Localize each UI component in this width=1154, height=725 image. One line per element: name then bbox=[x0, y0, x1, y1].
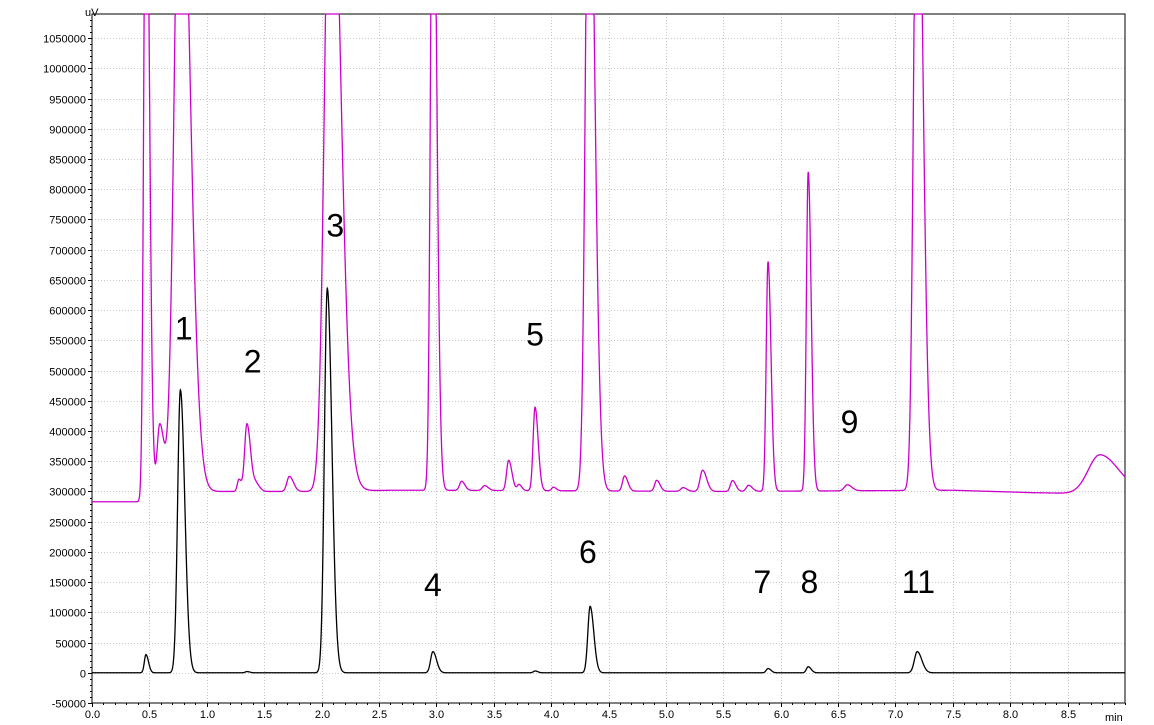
peak-label: 4 bbox=[424, 567, 442, 603]
x-tick-label: 0.5 bbox=[142, 709, 157, 721]
y-tick-label: 1050000 bbox=[43, 34, 86, 46]
y-tick-label: 50000 bbox=[55, 639, 86, 651]
y-tick-label: 550000 bbox=[49, 336, 86, 348]
y-axis-unit: uV bbox=[85, 7, 99, 19]
x-tick-label: 3.5 bbox=[487, 709, 502, 721]
x-tick-label: 6.0 bbox=[774, 709, 789, 721]
y-tick-label: 0 bbox=[80, 669, 86, 681]
peak-label: 2 bbox=[244, 344, 262, 380]
x-tick-label: 6.5 bbox=[831, 709, 846, 721]
x-tick-label: 1.5 bbox=[257, 709, 272, 721]
y-tick-label: 300000 bbox=[49, 487, 86, 499]
peak-label: 1 bbox=[175, 310, 193, 346]
axes bbox=[91, 13, 1126, 704]
y-tick-label: 200000 bbox=[49, 548, 86, 560]
x-axis-ticks: 0.0 0.5 1.0 1.5 2.0 2.5 3.0 3.5 4.0 4.5 5.0 5.5 6.0 6… bbox=[85, 703, 1126, 721]
y-tick-label: 350000 bbox=[49, 457, 86, 469]
x-tick-label: 5.5 bbox=[716, 709, 731, 721]
x-tick-label: 2.5 bbox=[372, 709, 387, 721]
x-tick-label: 7.0 bbox=[888, 709, 903, 721]
y-tick-label: 250000 bbox=[49, 518, 86, 530]
y-tick-label: 900000 bbox=[49, 125, 86, 137]
y-tick-label: 100000 bbox=[49, 608, 86, 620]
y-tick-label: 400000 bbox=[49, 427, 86, 439]
x-axis-unit: min bbox=[1105, 712, 1123, 724]
traces bbox=[92, 13, 1126, 674]
peak-label: 8 bbox=[800, 564, 818, 600]
y-tick-label: -50000 bbox=[52, 699, 86, 711]
y-tick-label: 450000 bbox=[49, 397, 86, 409]
y-tick-label: 600000 bbox=[49, 306, 86, 318]
peak-label: 6 bbox=[579, 534, 597, 570]
y-tick-label: 950000 bbox=[49, 95, 86, 107]
peak-label: 11 bbox=[902, 564, 935, 600]
y-tick-label: 850000 bbox=[49, 155, 86, 167]
trace-line-2 bbox=[92, 286, 1125, 674]
x-tick-label: 8.0 bbox=[1003, 709, 1018, 721]
peak-label: 7 bbox=[753, 564, 771, 600]
y-tick-label: 500000 bbox=[49, 367, 86, 379]
y-tick-label: 650000 bbox=[49, 276, 86, 288]
peak-label: 9 bbox=[841, 404, 859, 440]
y-tick-label: 150000 bbox=[49, 578, 86, 590]
x-tick-label: 3.0 bbox=[429, 709, 444, 721]
x-tick-label: 7.5 bbox=[946, 709, 961, 721]
grid bbox=[92, 14, 1125, 703]
x-tick-label: 5.0 bbox=[659, 709, 674, 721]
y-axis-ticks: 1050000100000095000090000085000080000075… bbox=[43, 20, 92, 711]
trace-line-1 bbox=[92, 13, 1126, 503]
y-tick-label: 750000 bbox=[49, 215, 86, 227]
peak-label: 5 bbox=[526, 316, 544, 352]
x-tick-label: 4.5 bbox=[602, 709, 617, 721]
x-tick-label: 0.0 bbox=[85, 709, 100, 721]
x-tick-label: 1.0 bbox=[200, 709, 215, 721]
y-tick-label: 700000 bbox=[49, 246, 86, 258]
y-tick-label: 800000 bbox=[49, 185, 86, 197]
peak-annotations: 1 2 3 4 5 6 7 8 9 11 bbox=[175, 208, 935, 604]
plot-frame bbox=[91, 13, 1126, 704]
x-tick-label: 8.5 bbox=[1061, 709, 1076, 721]
peak-label: 3 bbox=[326, 208, 344, 244]
y-tick-label: 1000000 bbox=[43, 64, 86, 76]
x-tick-label: 4.0 bbox=[544, 709, 559, 721]
x-tick-label: 2.0 bbox=[315, 709, 330, 721]
